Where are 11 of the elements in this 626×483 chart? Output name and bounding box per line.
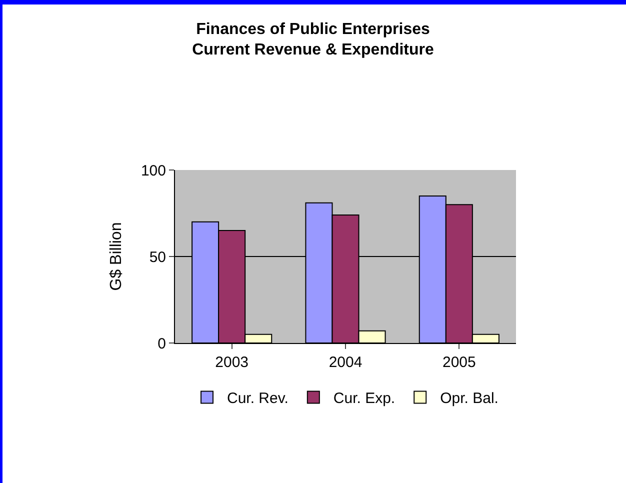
legend-label: Cur. Exp. xyxy=(333,390,396,408)
legend-label: Cur. Rev. xyxy=(227,390,288,408)
x-tick-label: 2004 xyxy=(328,354,362,371)
chart-title: Finances of Public Enterprises Current Revenue & Expenditure xyxy=(192,20,434,59)
y-axis-title: G$ Billion xyxy=(108,222,125,291)
legend-label: Opr. Bal. xyxy=(440,390,498,408)
y-tick-label: 100 xyxy=(140,162,166,180)
y-tick-label: 0 xyxy=(158,335,166,352)
x-tick-label: 2005 xyxy=(442,354,476,371)
y-tick-label: 50 xyxy=(149,248,166,266)
x-tick-label: 2003 xyxy=(215,354,249,371)
